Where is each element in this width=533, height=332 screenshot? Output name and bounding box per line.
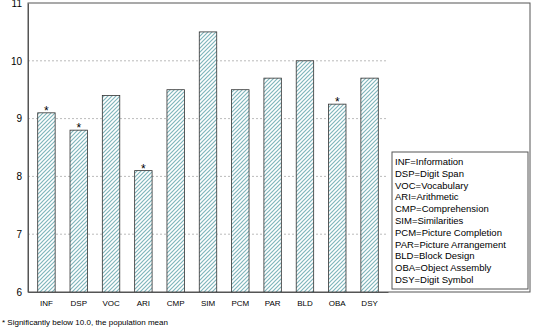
abbreviation-entry: PCM=Picture Completion [395,227,502,238]
abbreviation-entry: PAR=Picture Arrangement [395,239,506,250]
annotations: * * * * [44,95,340,175]
x-tick: INF [40,292,53,308]
abbreviation-entry: SIM=Similarities [395,215,464,226]
x-tick: VOC [102,292,120,308]
bar [329,104,346,292]
x-tick: OBA [329,292,347,308]
y-tick: 9 [16,113,28,124]
x-tick-label: VOC [102,299,120,308]
x-tick-label: OBA [329,299,347,308]
abbreviation-entry: BLD=Block Design [395,250,474,261]
x-tick: SIM [201,292,216,308]
abbreviation-entry: INF=Information [395,156,463,167]
y-axis-line [28,4,29,293]
x-tick: ARI [137,292,150,308]
bar [102,95,119,292]
x-tick: DSY [361,292,378,308]
y-tick-label: 10 [11,56,23,67]
y-tick-label: 6 [16,287,22,298]
x-tick: BLD [297,292,313,308]
footnote: * Significantly below 10.0, the populati… [2,318,168,327]
chart: 6 7 8 9 10 11 INF DSP VOC ARI CMP SIM PCM PAR BLD OBA DS… [0,0,533,332]
annotation: * [141,162,146,176]
abbreviation-entry: ARI=Arithmetic [395,191,459,202]
bar [232,90,249,292]
y-tick: 6 [16,287,28,298]
annotation: * [335,95,340,109]
x-tick-label: BLD [297,299,313,308]
x-tick-label: PCM [231,299,249,308]
x-tick-label: CMP [167,299,185,308]
y-axis: 6 7 8 9 10 11 [11,0,29,298]
x-tick-label: INF [40,299,53,308]
x-tick: PAR [265,292,281,308]
x-tick-label: DSY [361,299,378,308]
x-tick-label: PAR [265,299,281,308]
abbreviation-entry: DSP=Digit Span [395,168,464,179]
bar [296,61,313,292]
y-tick: 7 [16,229,28,240]
y-tick: 8 [16,171,28,182]
bar [38,113,55,292]
x-tick: DSP [71,292,87,308]
x-axis: INF DSP VOC ARI CMP SIM PCM PAR BLD OBA DSY [29,292,389,308]
bar [199,32,216,292]
abbreviation-entry: VOC=Vocabulary [395,180,468,191]
abbreviation-entry: DSY=Digit Symbol [395,274,473,285]
abbreviation-box: INF=InformationDSP=Digit SpanVOC=Vocabul… [392,152,528,289]
x-tick-label: DSP [71,299,87,308]
grid [28,3,388,292]
bar [135,171,152,292]
y-tick-label: 7 [16,229,22,240]
y-tick-label: 11 [12,0,23,9]
annotation: * [44,104,49,118]
plot-frame [28,3,530,292]
grid-line [28,3,388,4]
bar [70,130,87,292]
y-tick-label: 9 [16,113,22,124]
x-tick: CMP [167,292,185,308]
abbreviation-entry: OBA=Object Assembly [395,262,492,273]
bars [38,32,379,292]
y-tick-label: 8 [16,171,22,182]
x-tick-label: ARI [137,299,150,308]
abbreviation-entry: CMP=Comprehension [395,203,489,214]
annotation: * [76,121,81,135]
y-tick: 10 [11,56,28,67]
bar [264,78,281,292]
bar [167,90,184,292]
x-axis-line [29,292,389,293]
bar [361,78,378,292]
y-tick: 11 [12,0,28,9]
x-tick: PCM [231,292,249,308]
abbreviation-frame [392,152,528,289]
x-tick-label: SIM [201,299,216,308]
